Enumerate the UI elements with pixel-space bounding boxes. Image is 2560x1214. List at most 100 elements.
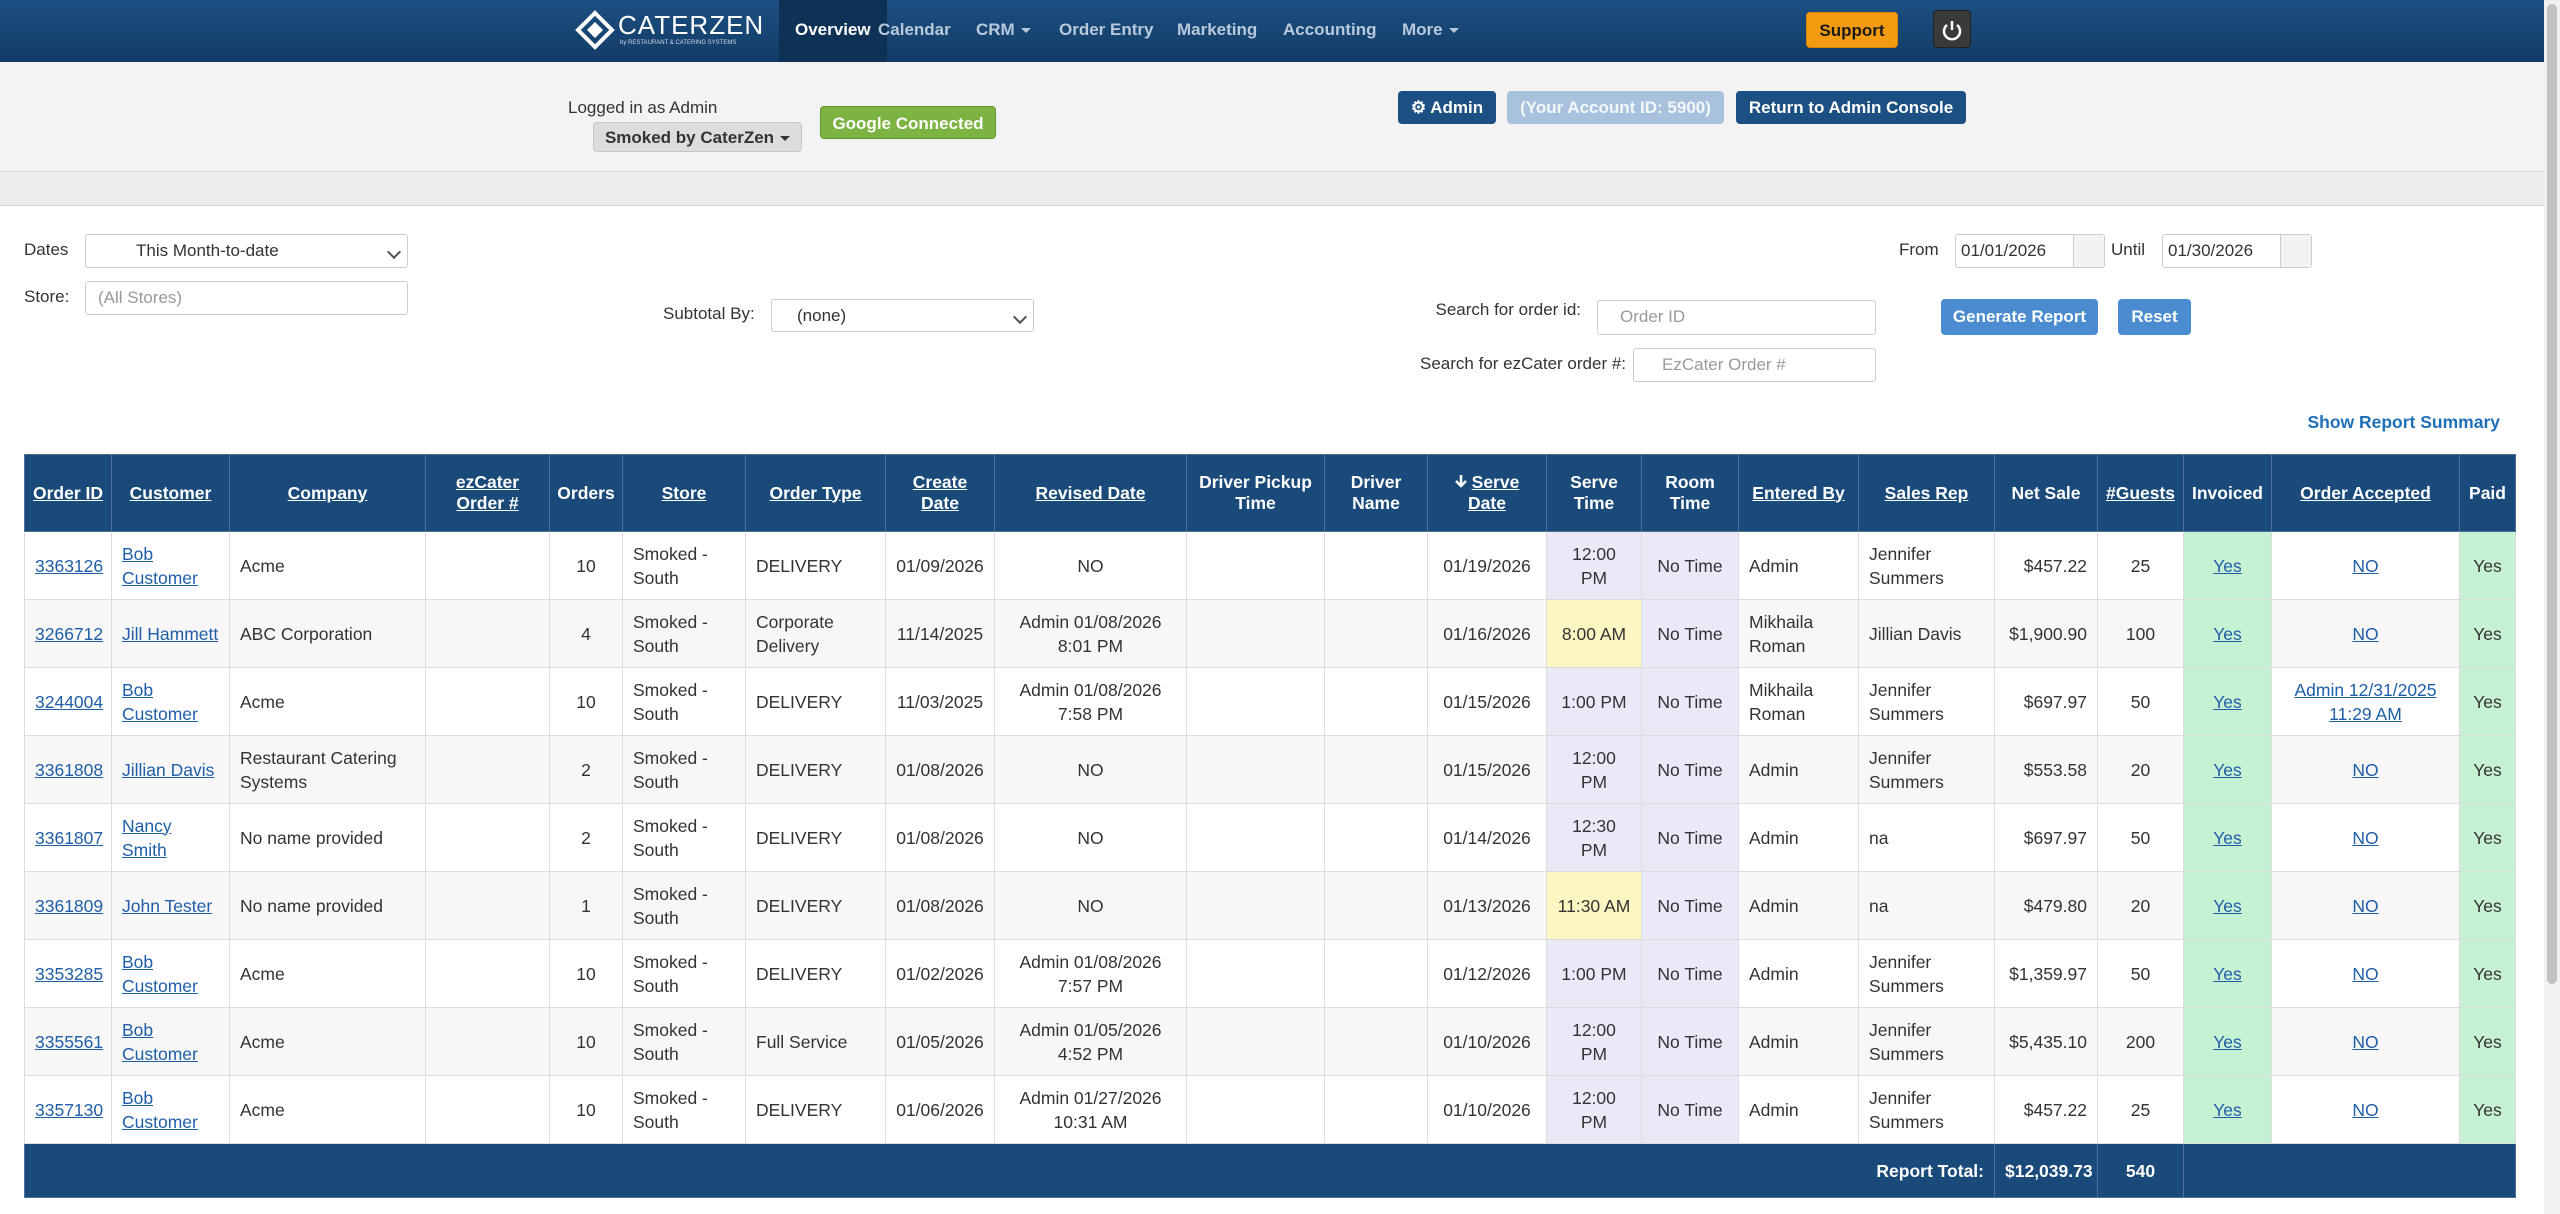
logout-button[interactable] <box>1933 10 1971 48</box>
cell-link[interactable]: Yes <box>2213 691 2242 712</box>
reset-button[interactable]: Reset <box>2118 299 2191 335</box>
cell-link[interactable]: Yes <box>2213 1031 2242 1052</box>
table-cell: Admin 01/08/2026 7:57 PM <box>994 939 1187 1008</box>
store-input[interactable]: (All Stores) <box>85 281 408 315</box>
table-cell: 01/15/2026 <box>1427 667 1547 736</box>
column-header[interactable]: Entered By <box>1738 454 1859 532</box>
cell-text: Jennifer Summers <box>1869 1019 1944 1064</box>
cell-link[interactable]: NO <box>2352 623 2379 644</box>
cell-link[interactable]: 3266712 <box>35 623 104 644</box>
cell-link[interactable]: Bob Customer <box>122 543 198 588</box>
cell-link[interactable]: NO <box>2352 1031 2379 1052</box>
cell-text: $479.80 <box>2023 895 2087 916</box>
table-cell: Nancy Smith <box>111 803 230 872</box>
column-header[interactable]: Store <box>622 454 746 532</box>
cell-link[interactable]: Yes <box>2213 895 2242 916</box>
table-cell: Admin <box>1738 939 1859 1008</box>
column-header[interactable]: Sales Rep <box>1858 454 1995 532</box>
cell-text: No name provided <box>240 827 383 848</box>
cell-link[interactable]: NO <box>2352 759 2379 780</box>
cell-link[interactable]: 3361807 <box>35 827 104 848</box>
until-input[interactable]: 01/30/2026 <box>2162 234 2312 268</box>
cell-link[interactable]: NO <box>2352 1099 2379 1120</box>
cell-text: 10 <box>576 1099 596 1120</box>
nav-item[interactable]: Order Entry <box>1043 0 1169 62</box>
table-cell: Admin 01/05/2026 4:52 PM <box>994 1007 1187 1076</box>
dates-select[interactable]: This Month-to-date <box>85 234 408 268</box>
google-connected-button[interactable]: Google Connected <box>820 106 996 139</box>
cell-link[interactable]: Yes <box>2213 963 2242 984</box>
generate-report-button[interactable]: Generate Report <box>1941 299 2098 335</box>
column-header[interactable]: Customer <box>111 454 230 532</box>
cell-text: Jennifer Summers <box>1869 747 1944 792</box>
cell-link[interactable]: NO <box>2352 963 2379 984</box>
cell-link[interactable]: Bob Customer <box>122 951 198 996</box>
nav-item[interactable]: Marketing <box>1161 0 1273 62</box>
column-header[interactable]: Company <box>229 454 426 532</box>
cell-link[interactable]: Yes <box>2213 827 2242 848</box>
cell-text: Admin <box>1749 895 1799 916</box>
column-header[interactable]: Order Accepted <box>2271 454 2460 532</box>
cell-text: 4 <box>581 623 591 644</box>
table-cell: $1,359.97 <box>1994 939 2098 1008</box>
cell-link[interactable]: 3244004 <box>35 691 104 712</box>
cell-link[interactable]: Yes <box>2213 1099 2242 1120</box>
column-header[interactable]: Order Type <box>745 454 886 532</box>
nav-item[interactable]: CRM <box>960 0 1047 62</box>
column-header[interactable]: ezCater Order # <box>425 454 550 532</box>
cell-text: 1 <box>581 895 591 916</box>
cell-link[interactable]: NO <box>2352 555 2379 576</box>
cell-link[interactable]: Jillian Davis <box>122 759 215 780</box>
subtotal-select[interactable]: (none) <box>771 299 1034 332</box>
cell-link[interactable]: 3361809 <box>35 895 104 916</box>
cell-text: No name provided <box>240 895 383 916</box>
from-input[interactable]: 01/01/2026 <box>1955 234 2105 268</box>
admin-button[interactable]: ⚙ Admin <box>1398 91 1496 124</box>
cell-link[interactable]: 3355561 <box>35 1031 104 1052</box>
table-cell: 11/14/2025 <box>885 599 995 668</box>
column-header-label: Invoiced <box>2192 482 2263 503</box>
nav-item[interactable]: Accounting <box>1267 0 1393 62</box>
column-header[interactable]: Serve Date <box>1427 454 1547 532</box>
column-header[interactable]: #Guests <box>2097 454 2184 532</box>
column-header: Net Sale <box>1994 454 2098 532</box>
cell-link[interactable]: Yes <box>2213 759 2242 780</box>
cell-link[interactable]: John Tester <box>122 895 213 916</box>
cell-link[interactable]: Jill Hammett <box>122 623 219 644</box>
cell-link[interactable]: Bob Customer <box>122 679 198 724</box>
column-header[interactable]: Revised Date <box>994 454 1187 532</box>
cell-link[interactable]: Yes <box>2213 555 2242 576</box>
table-cell: Smoked - South <box>622 1007 746 1076</box>
nav-item[interactable]: Overview <box>779 0 887 62</box>
cell-link[interactable]: Nancy Smith <box>122 815 172 860</box>
cell-link[interactable]: 3363126 <box>35 555 104 576</box>
cell-link[interactable]: NO <box>2352 895 2379 916</box>
ezcater-input[interactable]: EzCater Order # <box>1633 348 1876 382</box>
nav-item[interactable]: Calendar <box>862 0 967 62</box>
cell-text: $1,900.90 <box>2009 623 2087 644</box>
nav-item-label: Accounting <box>1283 20 1377 39</box>
column-header[interactable]: Create Date <box>885 454 995 532</box>
nav-item[interactable]: More <box>1386 0 1475 62</box>
cell-text: 2 <box>581 759 591 780</box>
until-label: Until <box>2111 240 2146 259</box>
cell-link[interactable]: Yes <box>2213 623 2242 644</box>
table-cell: DELIVERY <box>745 803 886 872</box>
cell-link[interactable]: NO <box>2352 827 2379 848</box>
store-menu[interactable]: Smoked by CaterZen <box>593 122 802 152</box>
cell-link[interactable]: Bob Customer <box>122 1087 198 1132</box>
order-id-input[interactable]: Order ID <box>1597 300 1876 335</box>
column-header[interactable]: Order ID <box>24 454 112 532</box>
cell-link[interactable]: 3357130 <box>35 1099 104 1120</box>
return-admin-button[interactable]: Return to Admin Console <box>1736 91 1966 124</box>
table-cell: DELIVERY <box>745 939 886 1008</box>
cell-link[interactable]: Bob Customer <box>122 1019 198 1064</box>
table-cell: DELIVERY <box>745 735 886 804</box>
show-summary-link[interactable]: Show Report Summary <box>2307 412 2500 432</box>
cell-link[interactable]: 3361808 <box>35 759 104 780</box>
support-button[interactable]: Support <box>1806 12 1898 48</box>
cell-link[interactable]: Admin 12/31/2025 11:29 AM <box>2294 679 2437 724</box>
cell-link[interactable]: 3353285 <box>35 963 104 984</box>
logo-text[interactable]: CATERZEN <box>618 10 765 40</box>
column-header: Paid <box>2459 454 2516 532</box>
